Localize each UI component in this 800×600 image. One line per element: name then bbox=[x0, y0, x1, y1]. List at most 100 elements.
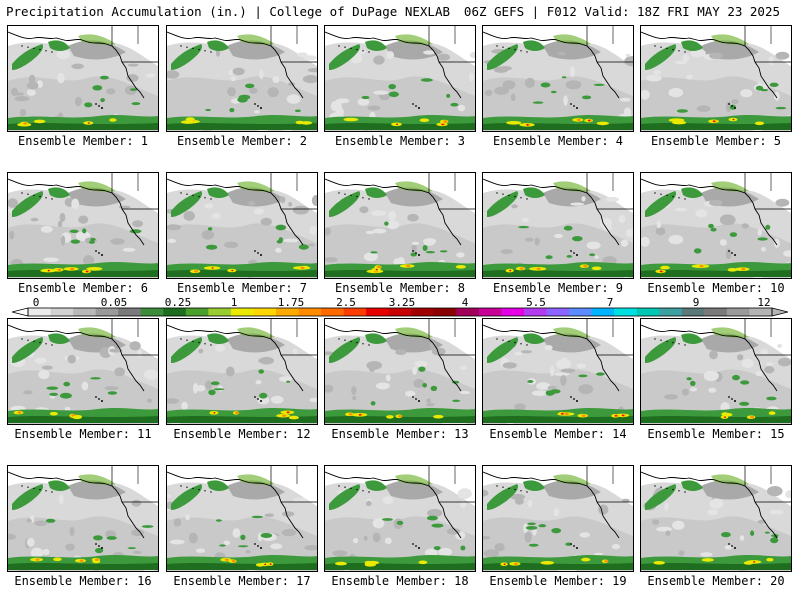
precipitation-map-image bbox=[641, 173, 791, 278]
ensemble-member-label: Ensemble Member: 11 bbox=[14, 427, 152, 441]
ensemble-member-label: Ensemble Member: 9 bbox=[492, 281, 624, 295]
legend-color-segment bbox=[546, 308, 570, 316]
ensemble-member-label: Ensemble Member: 15 bbox=[647, 427, 785, 441]
legend-color-segment bbox=[388, 308, 412, 316]
legend-color-segment bbox=[298, 308, 322, 316]
precipitation-map-image bbox=[167, 466, 317, 571]
precipitation-map-image bbox=[325, 26, 475, 131]
ensemble-member-label: Ensemble Member: 16 bbox=[14, 574, 152, 588]
legend-color-segment bbox=[118, 308, 142, 316]
legend-color-segment bbox=[524, 308, 547, 316]
precipitation-map-image bbox=[483, 319, 633, 424]
ensemble-member-label: Ensemble Member: 20 bbox=[647, 574, 785, 588]
precipitation-map-image bbox=[641, 319, 791, 424]
legend-color-segment bbox=[140, 308, 164, 316]
ensemble-member-map bbox=[166, 172, 318, 279]
ensemble-member-map bbox=[166, 465, 318, 572]
ensemble-member-label: Ensemble Member: 4 bbox=[492, 134, 624, 148]
legend-color-segment bbox=[230, 308, 254, 316]
ensemble-member-label: Ensemble Member: 19 bbox=[489, 574, 627, 588]
precipitation-map-image bbox=[167, 319, 317, 424]
legend-color-segment bbox=[591, 308, 615, 316]
legend-tick-label: 12 bbox=[757, 296, 771, 309]
legend-tick-label: 9 bbox=[692, 296, 700, 309]
ensemble-member-map bbox=[482, 318, 634, 425]
legend-color-segment bbox=[253, 308, 277, 316]
legend-color-segment bbox=[185, 308, 209, 316]
legend-color-segment bbox=[50, 308, 74, 316]
ensemble-member-map bbox=[7, 465, 159, 572]
legend-color-segment bbox=[569, 308, 592, 316]
precipitation-map-image bbox=[641, 466, 791, 571]
legend-color-segment bbox=[681, 308, 705, 316]
ensemble-member-label: Ensemble Member: 5 bbox=[650, 134, 782, 148]
precipitation-map-image bbox=[8, 173, 158, 278]
legend-color-segment bbox=[478, 308, 502, 316]
precipitation-map-image bbox=[483, 173, 633, 278]
legend-tick-label: 4 bbox=[461, 296, 469, 309]
precipitation-map-image bbox=[641, 26, 791, 131]
legend-color-segment bbox=[726, 308, 750, 316]
ensemble-member-map bbox=[640, 25, 792, 132]
legend-tick-label: 0.25 bbox=[164, 296, 192, 309]
ensemble-member-label: Ensemble Member: 17 bbox=[173, 574, 311, 588]
ensemble-member-label: Ensemble Member: 3 bbox=[334, 134, 466, 148]
ensemble-member-map bbox=[7, 318, 159, 425]
precipitation-map-image bbox=[325, 466, 475, 571]
legend-tick-label: 1 bbox=[230, 296, 238, 309]
ensemble-member-map bbox=[640, 318, 792, 425]
legend-color-segment bbox=[704, 308, 728, 316]
legend-color-segment bbox=[73, 308, 96, 316]
ensemble-member-label: Ensemble Member: 14 bbox=[489, 427, 627, 441]
legend-color-segment bbox=[411, 308, 435, 316]
ensemble-member-map bbox=[324, 465, 476, 572]
ensemble-member-label: Ensemble Member: 12 bbox=[173, 427, 311, 441]
map-title: Precipitation Accumulation (in.) | Colle… bbox=[6, 4, 451, 19]
ensemble-member-label: Ensemble Member: 6 bbox=[17, 281, 149, 295]
precipitation-map-image bbox=[8, 26, 158, 131]
ensemble-member-label: Ensemble Member: 2 bbox=[176, 134, 308, 148]
ensemble-member-map bbox=[166, 25, 318, 132]
ensemble-member-map bbox=[482, 465, 634, 572]
ensemble-member-map bbox=[640, 465, 792, 572]
legend-color-segment bbox=[208, 308, 232, 316]
precipitation-map-image bbox=[483, 26, 633, 131]
ensemble-member-map bbox=[7, 172, 159, 279]
precipitation-map-image bbox=[325, 173, 475, 278]
legend-color-segment bbox=[501, 308, 525, 316]
legend-color-segment bbox=[456, 308, 480, 316]
legend-border bbox=[27, 307, 773, 317]
legend-tick-label: 7 bbox=[606, 296, 614, 309]
legend-color-segment bbox=[343, 308, 367, 316]
ensemble-member-map bbox=[324, 318, 476, 425]
ensemble-member-label: Ensemble Member: 1 bbox=[17, 134, 149, 148]
precipitation-map-image bbox=[325, 319, 475, 424]
legend-tick-label: 0 bbox=[32, 296, 40, 309]
legend-color-segment bbox=[659, 308, 683, 316]
ensemble-member-label: Ensemble Member: 7 bbox=[176, 281, 308, 295]
legend-tick-label: 5.5 bbox=[526, 296, 546, 309]
legend-tick-label: 0.05 bbox=[100, 296, 128, 309]
legend-color-segment bbox=[636, 308, 660, 316]
precipitation-legend: 0 0.05 0.25 1 1.75 2.5 3.25 4 5.5 7 9 12 bbox=[10, 296, 790, 320]
ensemble-member-map bbox=[166, 318, 318, 425]
ensemble-member-label: Ensemble Member: 10 bbox=[647, 281, 785, 295]
precipitation-map-image bbox=[167, 173, 317, 278]
legend-tick-label: 3.25 bbox=[388, 296, 416, 309]
legend-color-segment bbox=[276, 308, 299, 316]
ensemble-member-label: Ensemble Member: 13 bbox=[331, 427, 469, 441]
precipitation-map-image bbox=[483, 466, 633, 571]
ensemble-member-label: Ensemble Member: 18 bbox=[331, 574, 469, 588]
ensemble-member-label: Ensemble Member: 8 bbox=[334, 281, 466, 295]
ensemble-member-map bbox=[640, 172, 792, 279]
legend-color-segment bbox=[28, 308, 51, 316]
precipitation-map-image bbox=[8, 466, 158, 571]
ensemble-member-map bbox=[482, 25, 634, 132]
legend-color-segment bbox=[614, 308, 638, 316]
run-valid-time: 06Z GEFS | F012 Valid: 18Z FRI MAY 23 20… bbox=[463, 4, 780, 19]
legend-color-segment bbox=[433, 308, 457, 316]
legend-color-segment bbox=[163, 308, 187, 316]
ensemble-member-map bbox=[324, 172, 476, 279]
legend-left-arrow bbox=[11, 307, 29, 317]
